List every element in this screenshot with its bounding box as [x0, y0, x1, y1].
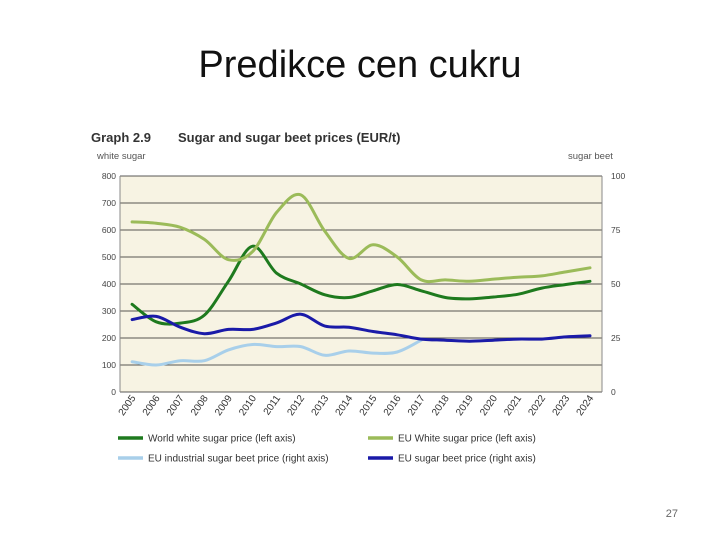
x-tick-label: 2014	[334, 393, 356, 418]
x-tick-label: 2015	[358, 393, 380, 418]
left-tick-label: 800	[102, 171, 116, 181]
legend-label: EU industrial sugar beet price (right ax…	[148, 454, 329, 465]
x-tick-label: 2007	[165, 393, 187, 418]
x-tick-label: 2018	[430, 393, 452, 418]
legend-label: EU White sugar price (left axis)	[398, 434, 536, 445]
x-tick-label: 2008	[189, 393, 211, 418]
left-tick-label: 300	[102, 306, 116, 316]
x-tick-label: 2022	[526, 393, 548, 418]
series-line-4	[130, 312, 592, 343]
left-tick-label: 100	[102, 360, 116, 370]
x-tick-label: 2020	[478, 393, 500, 418]
right-tick-label: 100	[611, 171, 625, 181]
gridlines	[120, 175, 602, 393]
x-tick-label: 2016	[382, 393, 404, 418]
x-tick-label: 2019	[454, 393, 476, 418]
legend-label: World white sugar price (left axis)	[148, 434, 296, 445]
series-line-1	[130, 244, 592, 326]
x-tick-label: 2009	[213, 393, 235, 418]
right-tick-label: 75	[611, 225, 621, 235]
series-line-3	[130, 338, 423, 367]
x-tick-label: 2013	[310, 393, 332, 418]
right-tick-label: 0	[611, 387, 616, 397]
left-tick-label: 700	[102, 198, 116, 208]
right-tick-label: 25	[611, 333, 621, 343]
chart-title: Sugar and sugar beet prices (EUR/t)	[178, 130, 401, 145]
right-axis-label: sugar beet	[568, 151, 613, 162]
left-tick-label: 0	[111, 387, 116, 397]
x-tick-label: 2006	[141, 393, 163, 418]
x-tick-label: 2017	[406, 393, 428, 418]
graph-number: Graph 2.9	[91, 130, 151, 145]
page-number: 27	[665, 508, 678, 520]
left-tick-label: 600	[102, 225, 116, 235]
series-layer	[130, 192, 592, 367]
left-tick-label: 400	[102, 279, 116, 289]
right-tick-label: 50	[611, 279, 621, 289]
x-tick-label: 2005	[117, 393, 139, 418]
left-axis-label: white sugar	[96, 151, 146, 162]
slide-title: Predikce cen cukru	[198, 44, 522, 86]
x-tick-label: 2021	[502, 393, 524, 418]
legend-label: EU sugar beet price (right axis)	[398, 454, 536, 465]
legend: World white sugar price (left axis) EU Wh…	[118, 434, 536, 465]
x-tick-label: 2011	[262, 393, 284, 417]
left-tick-label: 500	[102, 252, 116, 262]
x-tick-label: 2012	[285, 393, 307, 418]
x-tick-label: 2023	[551, 393, 573, 418]
series-line-2	[130, 192, 592, 284]
x-tick-label: 2024	[575, 393, 597, 418]
left-tick-label: 200	[102, 333, 116, 343]
x-tick-label: 2010	[237, 393, 259, 418]
